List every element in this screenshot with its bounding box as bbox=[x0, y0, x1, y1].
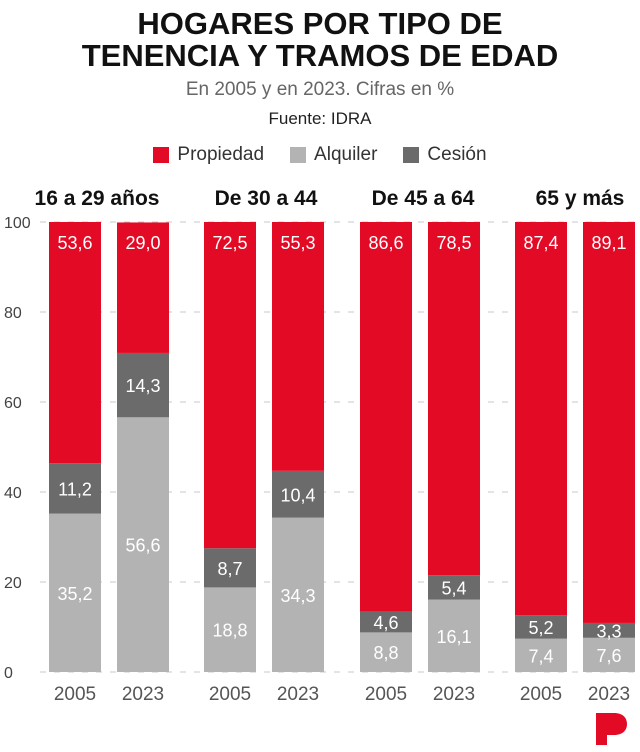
bar-segment bbox=[428, 222, 480, 576]
data-label: 7,4 bbox=[528, 646, 553, 666]
bar-segment bbox=[583, 637, 635, 672]
bar-segment bbox=[117, 222, 169, 353]
data-label: 11,2 bbox=[58, 479, 92, 499]
bar-segment bbox=[583, 622, 635, 638]
data-label: 8,7 bbox=[217, 559, 242, 579]
bar-segment bbox=[515, 222, 567, 616]
group-label: 65 y más bbox=[536, 187, 625, 210]
data-label: 55,3 bbox=[280, 233, 315, 253]
bar-segment bbox=[360, 611, 412, 633]
group-label: De 30 a 44 bbox=[215, 187, 318, 210]
bar-segment bbox=[428, 599, 480, 672]
data-label: 7,6 bbox=[596, 646, 621, 666]
bar-segment bbox=[117, 352, 169, 418]
x-tick-label: 2023 bbox=[433, 684, 475, 705]
legend-swatch-propiedad bbox=[153, 147, 170, 163]
bar-segment bbox=[515, 638, 567, 672]
data-label: 56,6 bbox=[125, 536, 160, 556]
data-label: 29,0 bbox=[125, 233, 160, 253]
data-label: 5,2 bbox=[528, 618, 553, 638]
data-label: 16,1 bbox=[436, 627, 471, 647]
y-tick-label: 80 bbox=[4, 305, 22, 322]
y-tick-label: 40 bbox=[4, 485, 22, 502]
bar-segment bbox=[428, 575, 480, 600]
chart-title-line-2: TENENCIA Y TRAMOS DE EDAD bbox=[81, 38, 559, 73]
data-label: 18,8 bbox=[212, 621, 247, 641]
y-tick-label: 0 bbox=[4, 665, 13, 682]
bar-segment bbox=[117, 417, 169, 672]
bar-segment bbox=[204, 548, 256, 588]
bar-segment bbox=[204, 587, 256, 672]
data-label: 5,4 bbox=[441, 578, 466, 598]
y-tick-label: 100 bbox=[4, 215, 31, 232]
chart-source: Fuente: IDRA bbox=[268, 109, 372, 128]
data-label: 10,4 bbox=[280, 485, 315, 505]
data-label: 34,3 bbox=[280, 586, 315, 606]
data-label: 89,1 bbox=[591, 233, 626, 253]
chart-title-line-1: HOGARES POR TIPO DE bbox=[137, 6, 503, 41]
bar-segment bbox=[49, 222, 101, 464]
y-tick-label: 60 bbox=[4, 395, 22, 412]
legend-item-cesion: Cesión bbox=[403, 144, 487, 166]
y-tick-label: 20 bbox=[4, 575, 22, 592]
legend-item-propiedad: Propiedad bbox=[153, 144, 264, 166]
data-label: 3,3 bbox=[596, 621, 621, 641]
bar-segment bbox=[49, 513, 101, 672]
publisher-logo-icon bbox=[596, 713, 627, 745]
bar-segment bbox=[515, 615, 567, 639]
group-label: 16 a 29 años bbox=[35, 187, 160, 210]
legend-swatch-cesion bbox=[403, 147, 420, 163]
x-tick-label: 2005 bbox=[520, 684, 562, 705]
bar-segment bbox=[360, 632, 412, 672]
data-label: 53,6 bbox=[57, 233, 92, 253]
bar-segment bbox=[272, 517, 324, 672]
x-tick-label: 2005 bbox=[54, 684, 96, 705]
data-label: 4,6 bbox=[373, 613, 398, 633]
data-label: 72,5 bbox=[212, 233, 247, 253]
legend: Propiedad Alquiler Cesión bbox=[0, 144, 640, 166]
x-tick-label: 2023 bbox=[122, 684, 164, 705]
chart-subtitle: En 2005 y en 2023. Cifras en % bbox=[185, 79, 455, 100]
x-tick-label: 2005 bbox=[365, 684, 407, 705]
legend-label-alquiler: Alquiler bbox=[314, 144, 378, 165]
legend-label-propiedad: Propiedad bbox=[177, 144, 265, 165]
x-tick-label: 2023 bbox=[588, 684, 630, 705]
data-label: 14,3 bbox=[125, 376, 160, 396]
data-label: 87,4 bbox=[523, 233, 558, 253]
bar-segment bbox=[583, 222, 635, 623]
data-label: 86,6 bbox=[368, 233, 403, 253]
x-tick-label: 2023 bbox=[277, 684, 319, 705]
legend-label-cesion: Cesión bbox=[427, 144, 487, 165]
bar-segment bbox=[272, 222, 324, 471]
bar-segment bbox=[49, 463, 101, 514]
bar-segment bbox=[204, 222, 256, 549]
data-label: 78,5 bbox=[436, 233, 471, 253]
x-tick-label: 2005 bbox=[209, 684, 251, 705]
bar-segment bbox=[272, 470, 324, 518]
legend-swatch-alquiler bbox=[290, 147, 307, 163]
legend-item-alquiler: Alquiler bbox=[290, 144, 377, 166]
group-label: De 45 a 64 bbox=[372, 187, 475, 210]
data-label: 35,2 bbox=[57, 584, 92, 604]
bar-segment bbox=[360, 222, 412, 612]
data-label: 8,8 bbox=[373, 643, 398, 663]
